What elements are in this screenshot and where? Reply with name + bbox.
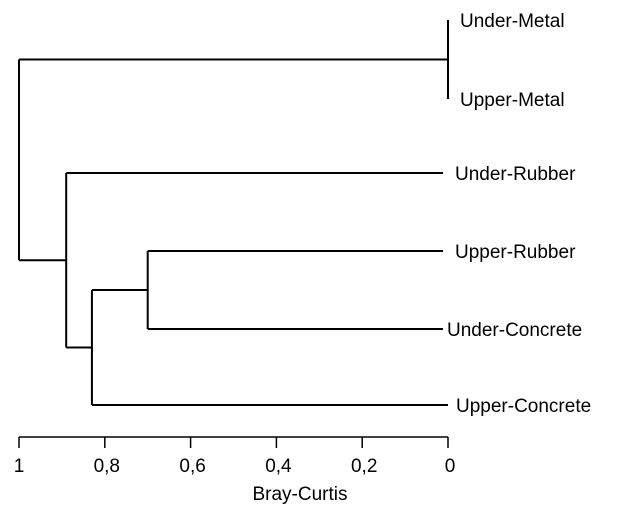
x-axis-tick-label-4: 0,2 — [351, 456, 377, 477]
x-axis-tick-label-3: 0,4 — [265, 456, 292, 477]
x-axis-tick-label-2: 0,6 — [179, 456, 205, 477]
x-axis: 1 0,8 0,6 0,4 0,2 0 Bray-Curtis — [14, 436, 456, 505]
x-axis-title: Bray-Curtis — [252, 484, 347, 505]
leaf-label-ur: Under-Rubber — [455, 164, 576, 185]
leaf-label-pr: Upper-Rubber — [455, 242, 576, 263]
dendrogram-branches — [18, 20, 449, 406]
leaf-label-um: Under-Metal — [460, 11, 565, 32]
x-axis-ticks: 1 0,8 0,6 0,4 0,2 0 — [14, 437, 456, 477]
x-axis-tick-label-1: 0,8 — [94, 456, 120, 477]
leaf-label-pc: Upper-Concrete — [456, 396, 591, 417]
leaf-labels: Under-Metal Upper-Metal Under-Rubber Upper-… — [447, 11, 591, 417]
x-axis-tick-label-5: 0 — [445, 456, 456, 477]
x-axis-tick-label-0: 1 — [14, 456, 25, 477]
leaf-label-uc: Under-Concrete — [447, 320, 582, 341]
leaf-label-pm: Upper-Metal — [460, 90, 565, 111]
